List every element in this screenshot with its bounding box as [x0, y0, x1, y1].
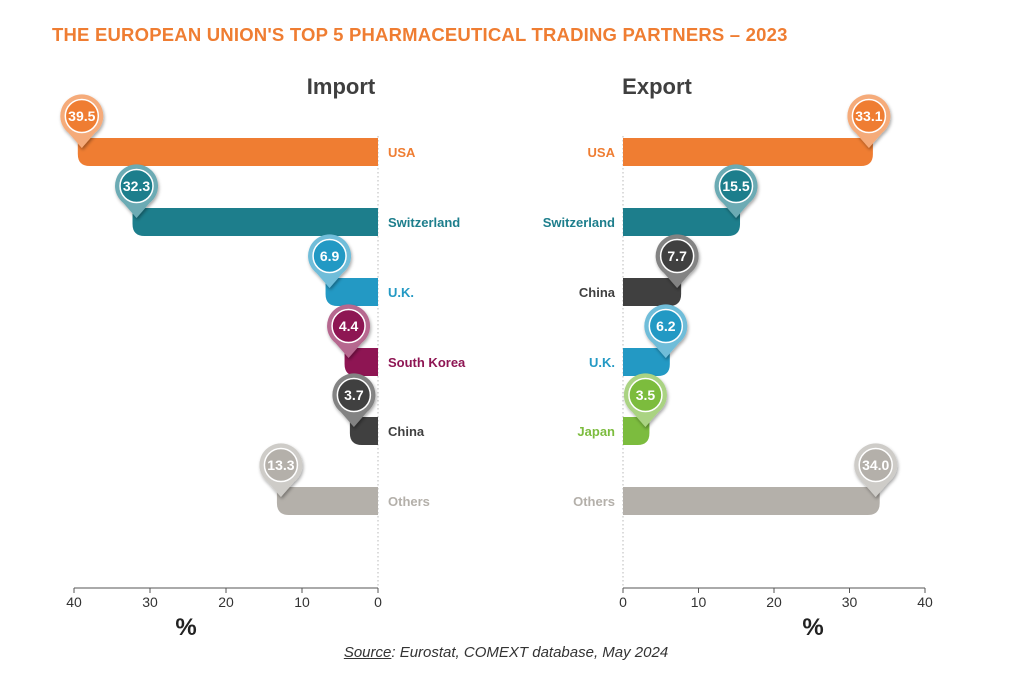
- import-pin-disc: [331, 308, 366, 344]
- export-value-label: 6.2: [656, 318, 676, 334]
- import-pin-disc: [263, 447, 299, 483]
- export-bar-u-k: [623, 348, 670, 376]
- export-pin-disc: [659, 238, 695, 274]
- import-bar-china: [349, 417, 378, 445]
- export-pin-marker: [655, 234, 699, 288]
- export-pin-marker: [847, 94, 891, 148]
- import-category-label: China: [388, 424, 425, 439]
- chart-title: THE EUROPEAN UNION'S TOP 5 PHARMACEUTICA…: [52, 24, 788, 45]
- import-value-label: 4.4: [339, 318, 359, 334]
- export-tick-label: 20: [766, 594, 782, 610]
- import-pin-disc: [312, 238, 347, 274]
- import-pin-marker: [308, 234, 352, 288]
- import-bar-others: [276, 487, 378, 515]
- import-pin-disc: [64, 98, 100, 134]
- import-category-label: USA: [388, 145, 416, 160]
- import-category-label: Others: [388, 494, 430, 509]
- export-category-label: USA: [588, 145, 616, 160]
- import-bar-south-korea: [344, 348, 378, 376]
- export-tick-label: 10: [691, 594, 707, 610]
- export-pin-marker: [854, 443, 898, 497]
- import-value-label: 3.7: [344, 387, 364, 403]
- export-pin-marker: [644, 304, 688, 358]
- import-tick-label: 20: [218, 594, 234, 610]
- import-tick-label: 0: [374, 594, 382, 610]
- import-axis-unit: %: [175, 614, 196, 641]
- export-pin-disc: [648, 308, 684, 344]
- import-category-label: South Korea: [388, 355, 466, 370]
- export-value-label: 15.5: [722, 178, 749, 194]
- export-value-label: 34.0: [862, 457, 889, 473]
- export-tick-label: 40: [917, 594, 933, 610]
- export-tick-label: 30: [842, 594, 858, 610]
- import-pin-marker: [259, 443, 303, 497]
- export-category-label: U.K.: [589, 355, 615, 370]
- import-bar-switzerland: [132, 208, 378, 236]
- export-category-label: Others: [573, 494, 615, 509]
- import-value-label: 13.3: [267, 457, 294, 473]
- import-value-label: 39.5: [68, 108, 95, 124]
- export-pin-marker: [714, 164, 758, 218]
- export-axis-unit: %: [802, 614, 823, 641]
- export-bar-others: [623, 487, 880, 515]
- export-bar-usa: [623, 138, 873, 166]
- source-note: Source: Eurostat, COMEXT database, May 2…: [0, 644, 1012, 661]
- source-label: Source: [343, 644, 392, 661]
- import-panel-title: Import: [307, 74, 376, 99]
- import-pin-disc: [336, 377, 372, 413]
- export-pin-marker: [623, 373, 667, 427]
- export-value-label: 3.5: [636, 387, 656, 403]
- export-value-label: 33.1: [855, 108, 882, 124]
- import-value-label: 6.9: [320, 248, 340, 264]
- source-text: : Eurostat, COMEXT database, May 2024: [391, 644, 669, 661]
- export-value-label: 7.7: [667, 248, 687, 264]
- import-category-label: U.K.: [388, 285, 414, 300]
- export-panel-title: Export: [622, 74, 692, 99]
- import-tick-label: 10: [294, 594, 310, 610]
- import-tick-label: 40: [66, 594, 82, 610]
- import-pin-marker: [115, 164, 159, 218]
- export-pin-disc: [858, 447, 893, 483]
- export-category-label: Switzerland: [543, 215, 615, 230]
- import-pin-marker: [327, 304, 371, 358]
- import-category-label: Switzerland: [388, 215, 460, 230]
- import-pin-marker: [332, 373, 376, 427]
- import-value-label: 32.3: [123, 178, 150, 194]
- export-category-label: China: [579, 285, 616, 300]
- export-bar-switzerland: [623, 208, 741, 236]
- export-tick-label: 0: [619, 594, 627, 610]
- import-tick-label: 30: [142, 594, 158, 610]
- import-bar-usa: [77, 138, 379, 166]
- export-bar-china: [623, 278, 682, 306]
- import-pin-disc: [119, 168, 154, 204]
- export-pin-disc: [718, 168, 754, 204]
- import-pin-marker: [60, 94, 104, 148]
- export-pin-disc: [851, 98, 887, 134]
- export-category-label: Japan: [577, 424, 615, 439]
- export-pin-disc: [628, 377, 663, 413]
- import-bar-u-k: [325, 278, 378, 306]
